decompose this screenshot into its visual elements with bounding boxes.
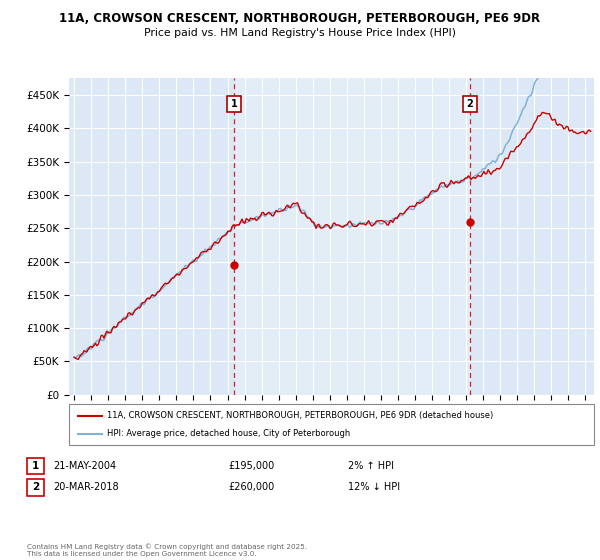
Text: 20-MAR-2018: 20-MAR-2018: [53, 482, 118, 492]
FancyBboxPatch shape: [227, 96, 241, 111]
Text: 2: 2: [32, 482, 39, 492]
FancyBboxPatch shape: [463, 96, 476, 111]
Text: 1: 1: [32, 461, 39, 471]
Text: 11A, CROWSON CRESCENT, NORTHBOROUGH, PETERBOROUGH, PE6 9DR: 11A, CROWSON CRESCENT, NORTHBOROUGH, PET…: [59, 12, 541, 25]
Text: 1: 1: [230, 99, 238, 109]
Text: 21-MAY-2004: 21-MAY-2004: [53, 461, 116, 471]
Text: £195,000: £195,000: [228, 461, 274, 471]
Text: 2: 2: [466, 99, 473, 109]
Bar: [234, 78, 470, 395]
Text: Contains HM Land Registry data © Crown copyright and database right 2025.
This d: Contains HM Land Registry data © Crown c…: [27, 544, 307, 557]
Text: Price paid vs. HM Land Registry's House Price Index (HPI): Price paid vs. HM Land Registry's House …: [144, 28, 456, 38]
Text: 2% ↑ HPI: 2% ↑ HPI: [348, 461, 394, 471]
Text: £260,000: £260,000: [228, 482, 274, 492]
Text: 11A, CROWSON CRESCENT, NORTHBOROUGH, PETERBOROUGH, PE6 9DR (detached house): 11A, CROWSON CRESCENT, NORTHBOROUGH, PET…: [107, 411, 493, 420]
Text: HPI: Average price, detached house, City of Peterborough: HPI: Average price, detached house, City…: [107, 430, 350, 438]
Text: 12% ↓ HPI: 12% ↓ HPI: [348, 482, 400, 492]
